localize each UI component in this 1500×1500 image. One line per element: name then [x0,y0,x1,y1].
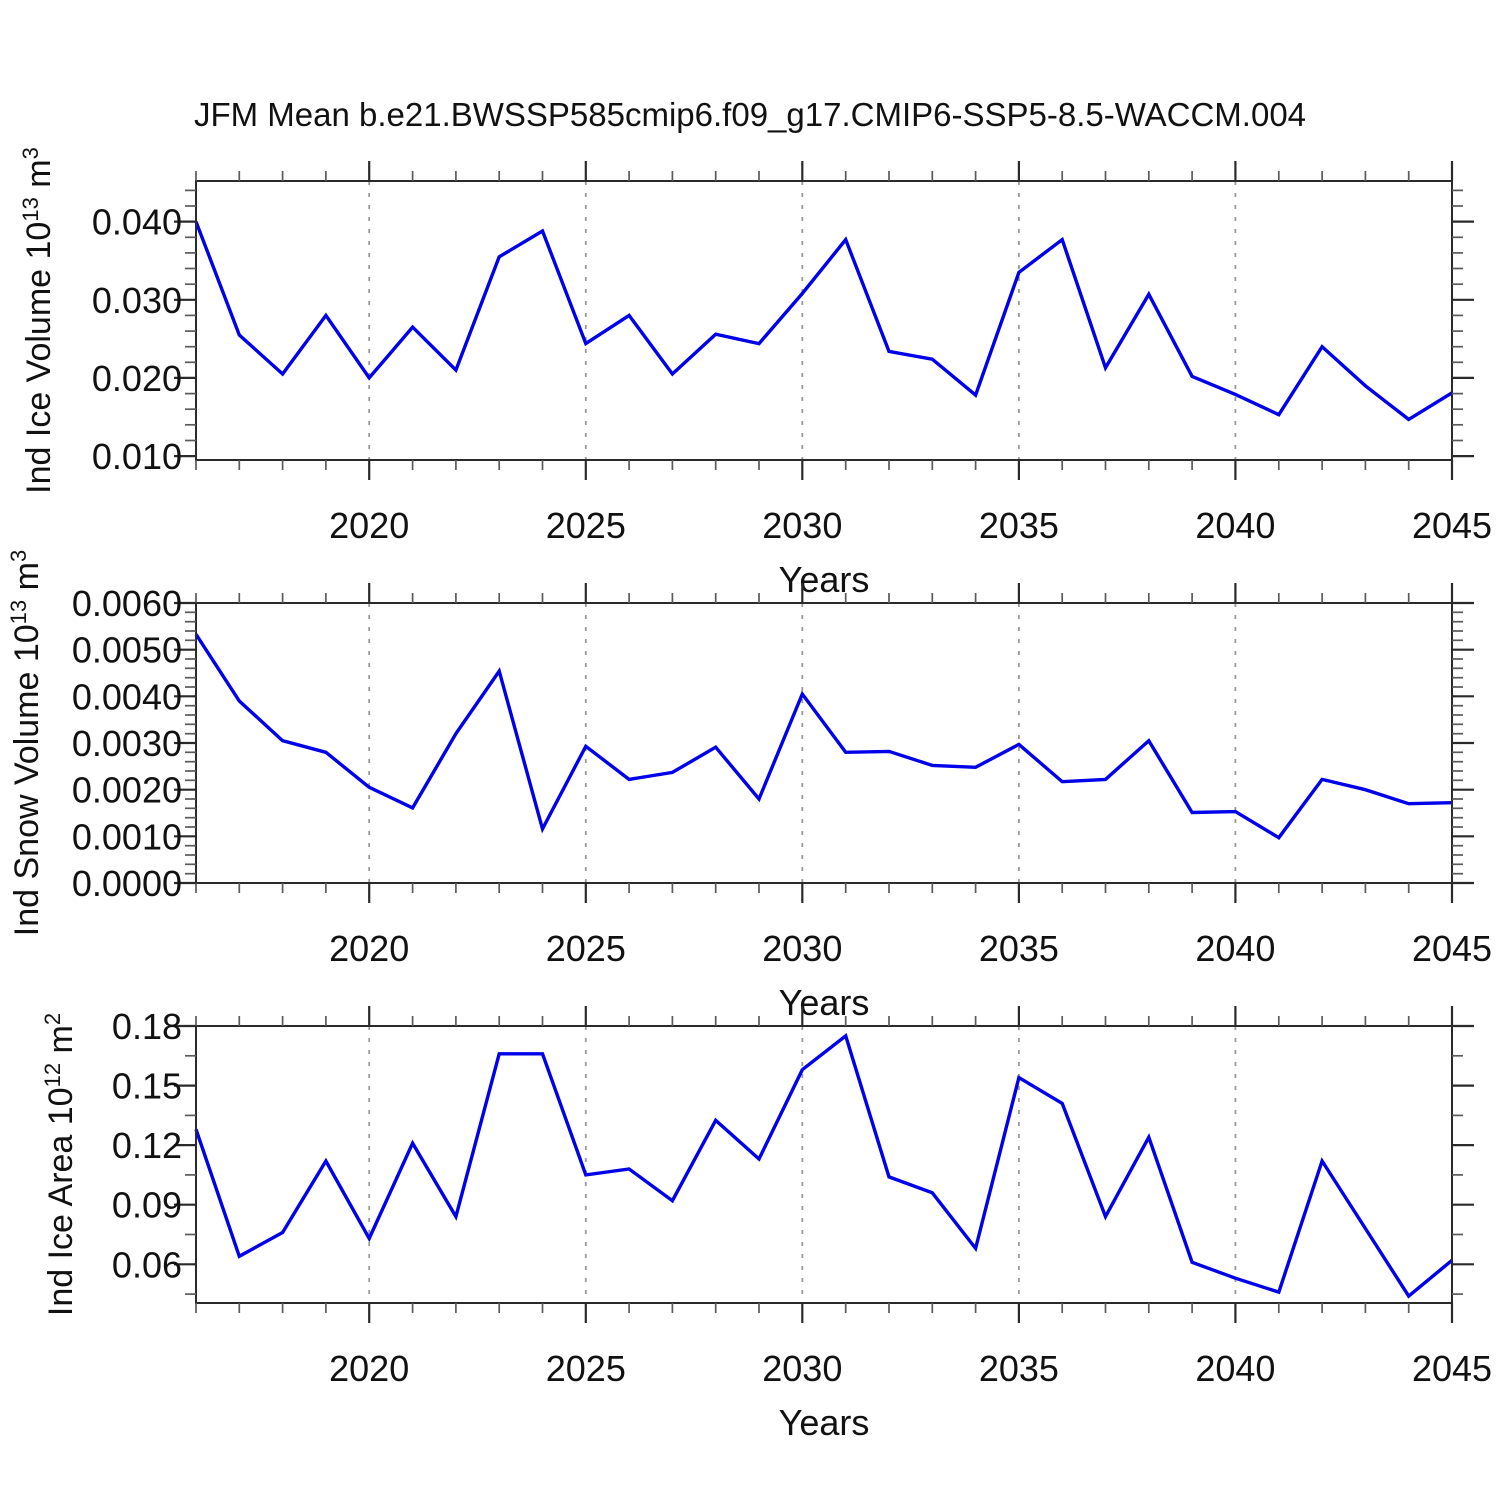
y-tick-label: 0.020 [92,358,182,399]
y-tick-label: 0.040 [92,202,182,243]
panel-frame-ind-ice-area [195,1025,1453,1304]
y-tick-label: 0.0020 [72,770,182,811]
x-tick-label: 2040 [1195,1348,1275,1389]
x-tick-label: 2035 [979,505,1059,546]
y-tick-label: 0.12 [112,1125,182,1166]
y-tick-label: 0.0030 [72,723,182,764]
series-line-ind-ice-volume [194,220,1453,422]
x-tick-label: 2035 [979,928,1059,969]
x-tick-label: 2025 [546,1348,626,1389]
panel-frame-ind-snow-volume [195,602,1453,884]
series-line-ind-ice-area [194,1033,1454,1299]
y-tick-label: 0.0010 [72,816,182,857]
y-axis-title-ind-snow-volume: Ind Snow Volume 1013 m3 [6,550,46,936]
y-tick-label: 0.09 [112,1185,182,1226]
page-title: JFM Mean b.e21.BWSSP585cmip6.f09_g17.CMI… [193,96,1307,133]
x-tick-label: 2030 [762,1348,842,1389]
y-tick-label: 0.15 [112,1066,182,1107]
y-tick-label: 0.0040 [72,676,182,717]
y-tick-label: 0.18 [112,1006,182,1047]
y-tick-label: 0.0060 [72,583,182,624]
x-tick-label: 2030 [762,928,842,969]
y-tick-label: 0.030 [92,280,182,321]
x-tick-label: 2020 [329,928,409,969]
y-tick-label: 0.0000 [72,863,182,904]
y-tick-label: 0.06 [112,1244,182,1285]
y-tick-label: 0.0050 [72,630,182,671]
x-tick-label: 2025 [546,928,626,969]
x-axis-title: Years [779,1402,870,1443]
y-axis-title-ind-ice-area: Ind Ice Area 1012 m2 [40,1013,80,1316]
x-axis-title: Years [779,559,870,600]
panel-frame-ind-ice-volume [195,180,1453,461]
y-tick-label: 0.010 [92,436,182,477]
x-tick-label: 2020 [329,1348,409,1389]
x-tick-label: 2030 [762,505,842,546]
x-tick-label: 2040 [1195,928,1275,969]
x-tick-label: 2045 [1412,505,1492,546]
x-tick-label: 2045 [1412,1348,1492,1389]
y-axis-title-ind-ice-volume: Ind Ice Volume 1013 m3 [18,147,58,494]
x-tick-label: 2035 [979,1348,1059,1389]
x-tick-label: 2045 [1412,928,1492,969]
series-line-ind-snow-volume [194,633,1453,840]
x-tick-label: 2040 [1195,505,1275,546]
x-tick-label: 2020 [329,505,409,546]
x-axis-title: Years [779,982,870,1023]
x-tick-label: 2025 [546,505,626,546]
